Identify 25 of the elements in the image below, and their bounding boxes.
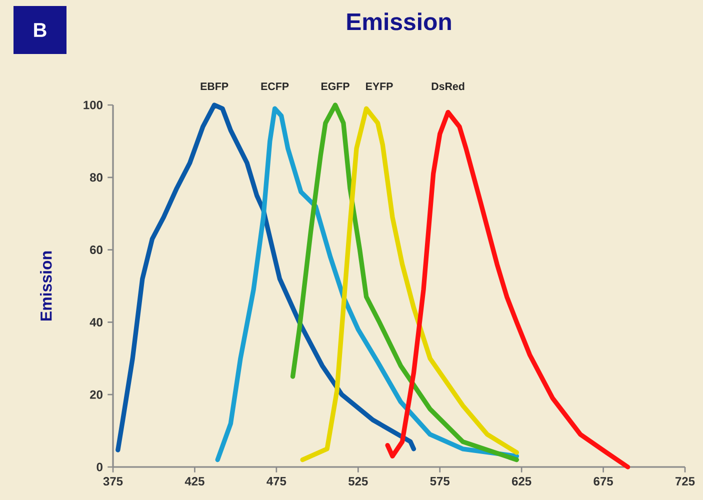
- y-axis-title: Emission: [40, 251, 52, 320]
- y-tick-label: 20: [90, 390, 102, 399]
- x-tick-label: 575: [430, 477, 450, 486]
- y-tick-label: 40: [90, 318, 102, 326]
- series-label: EBFP: [200, 82, 228, 90]
- text: ECFP: [261, 82, 289, 90]
- x-tick-label: 675: [594, 477, 613, 486]
- y-tick-label: 80: [90, 173, 102, 182]
- line-series: [385, 110, 630, 470]
- y-tick-label: 60: [90, 246, 102, 254]
- x-tick-label: 475: [266, 477, 286, 486]
- y-tick-label: 100: [84, 100, 102, 110]
- x-tick-label: 625: [512, 477, 532, 486]
- line-series: [116, 102, 416, 452]
- series-label: EGFP: [321, 82, 350, 90]
- text: B: [34, 23, 46, 37]
- text: DsRed: [432, 82, 464, 90]
- chart-title: Emission: [347, 12, 451, 30]
- y-tick-label: 0: [96, 462, 102, 472]
- line-series: [215, 106, 520, 462]
- x-tick-label: 725: [676, 477, 695, 486]
- x-tick-label: 525: [348, 477, 368, 486]
- x-tick-label: 375: [103, 477, 123, 486]
- series-label: EYFP: [366, 82, 393, 90]
- x-tick-label: 425: [184, 477, 204, 486]
